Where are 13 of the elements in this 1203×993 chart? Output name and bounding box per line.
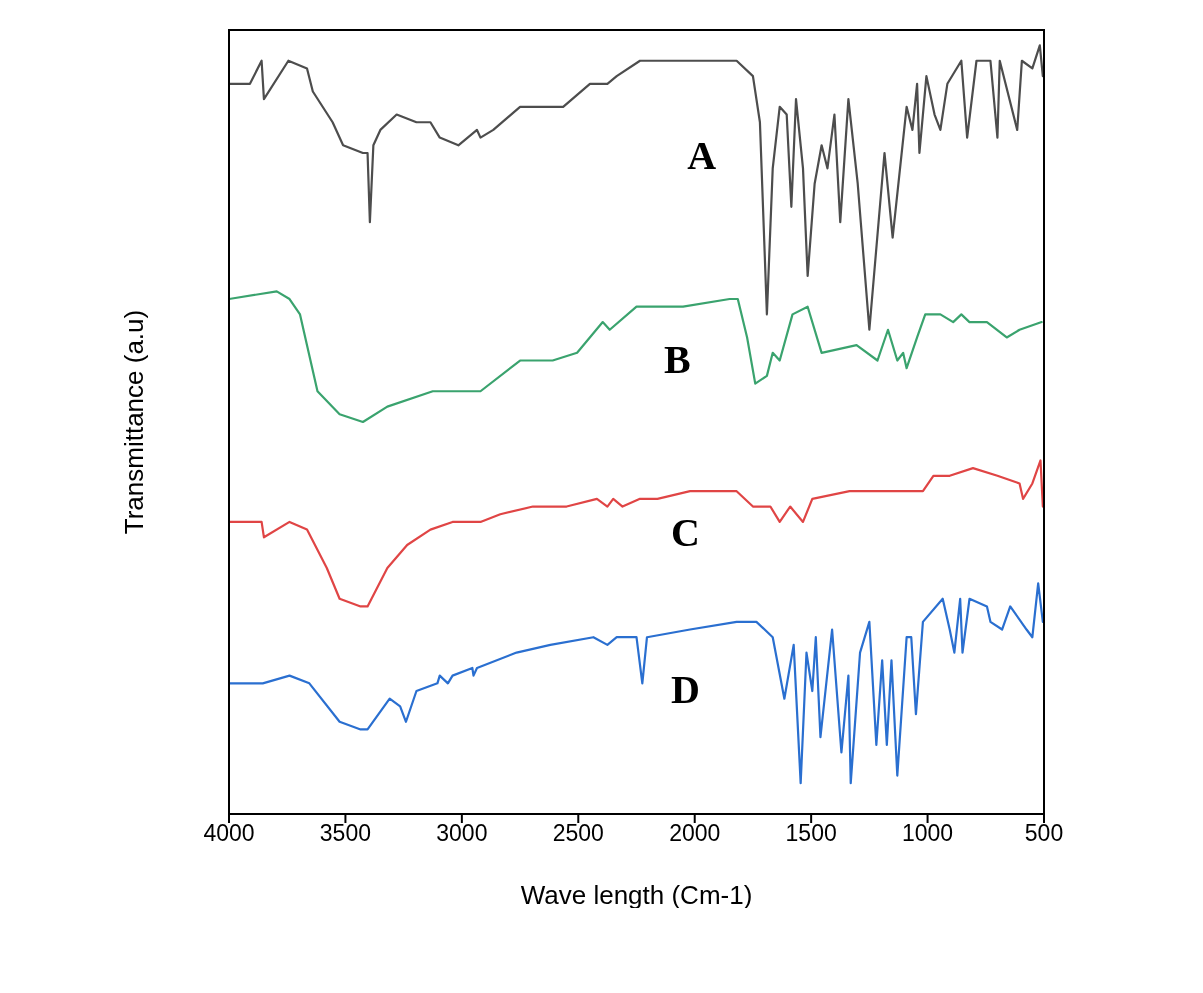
x-tick-label: 4000 xyxy=(203,820,255,847)
y-axis-title: Transmittance (a.u) xyxy=(118,309,150,535)
x-tick-label: 2000 xyxy=(669,820,721,847)
x-tick-label: 2500 xyxy=(552,820,604,847)
x-tick-label: 1000 xyxy=(901,820,954,847)
series-label: C xyxy=(670,508,700,556)
series-label: A xyxy=(687,131,717,179)
series-label: B xyxy=(663,335,691,383)
series-label: D xyxy=(670,665,700,713)
x-tick-label: 3000 xyxy=(436,820,488,847)
x-tick-label: 500 xyxy=(1024,820,1064,847)
x-tick-label: 3500 xyxy=(319,820,372,847)
x-tick-label: 1500 xyxy=(785,820,837,847)
